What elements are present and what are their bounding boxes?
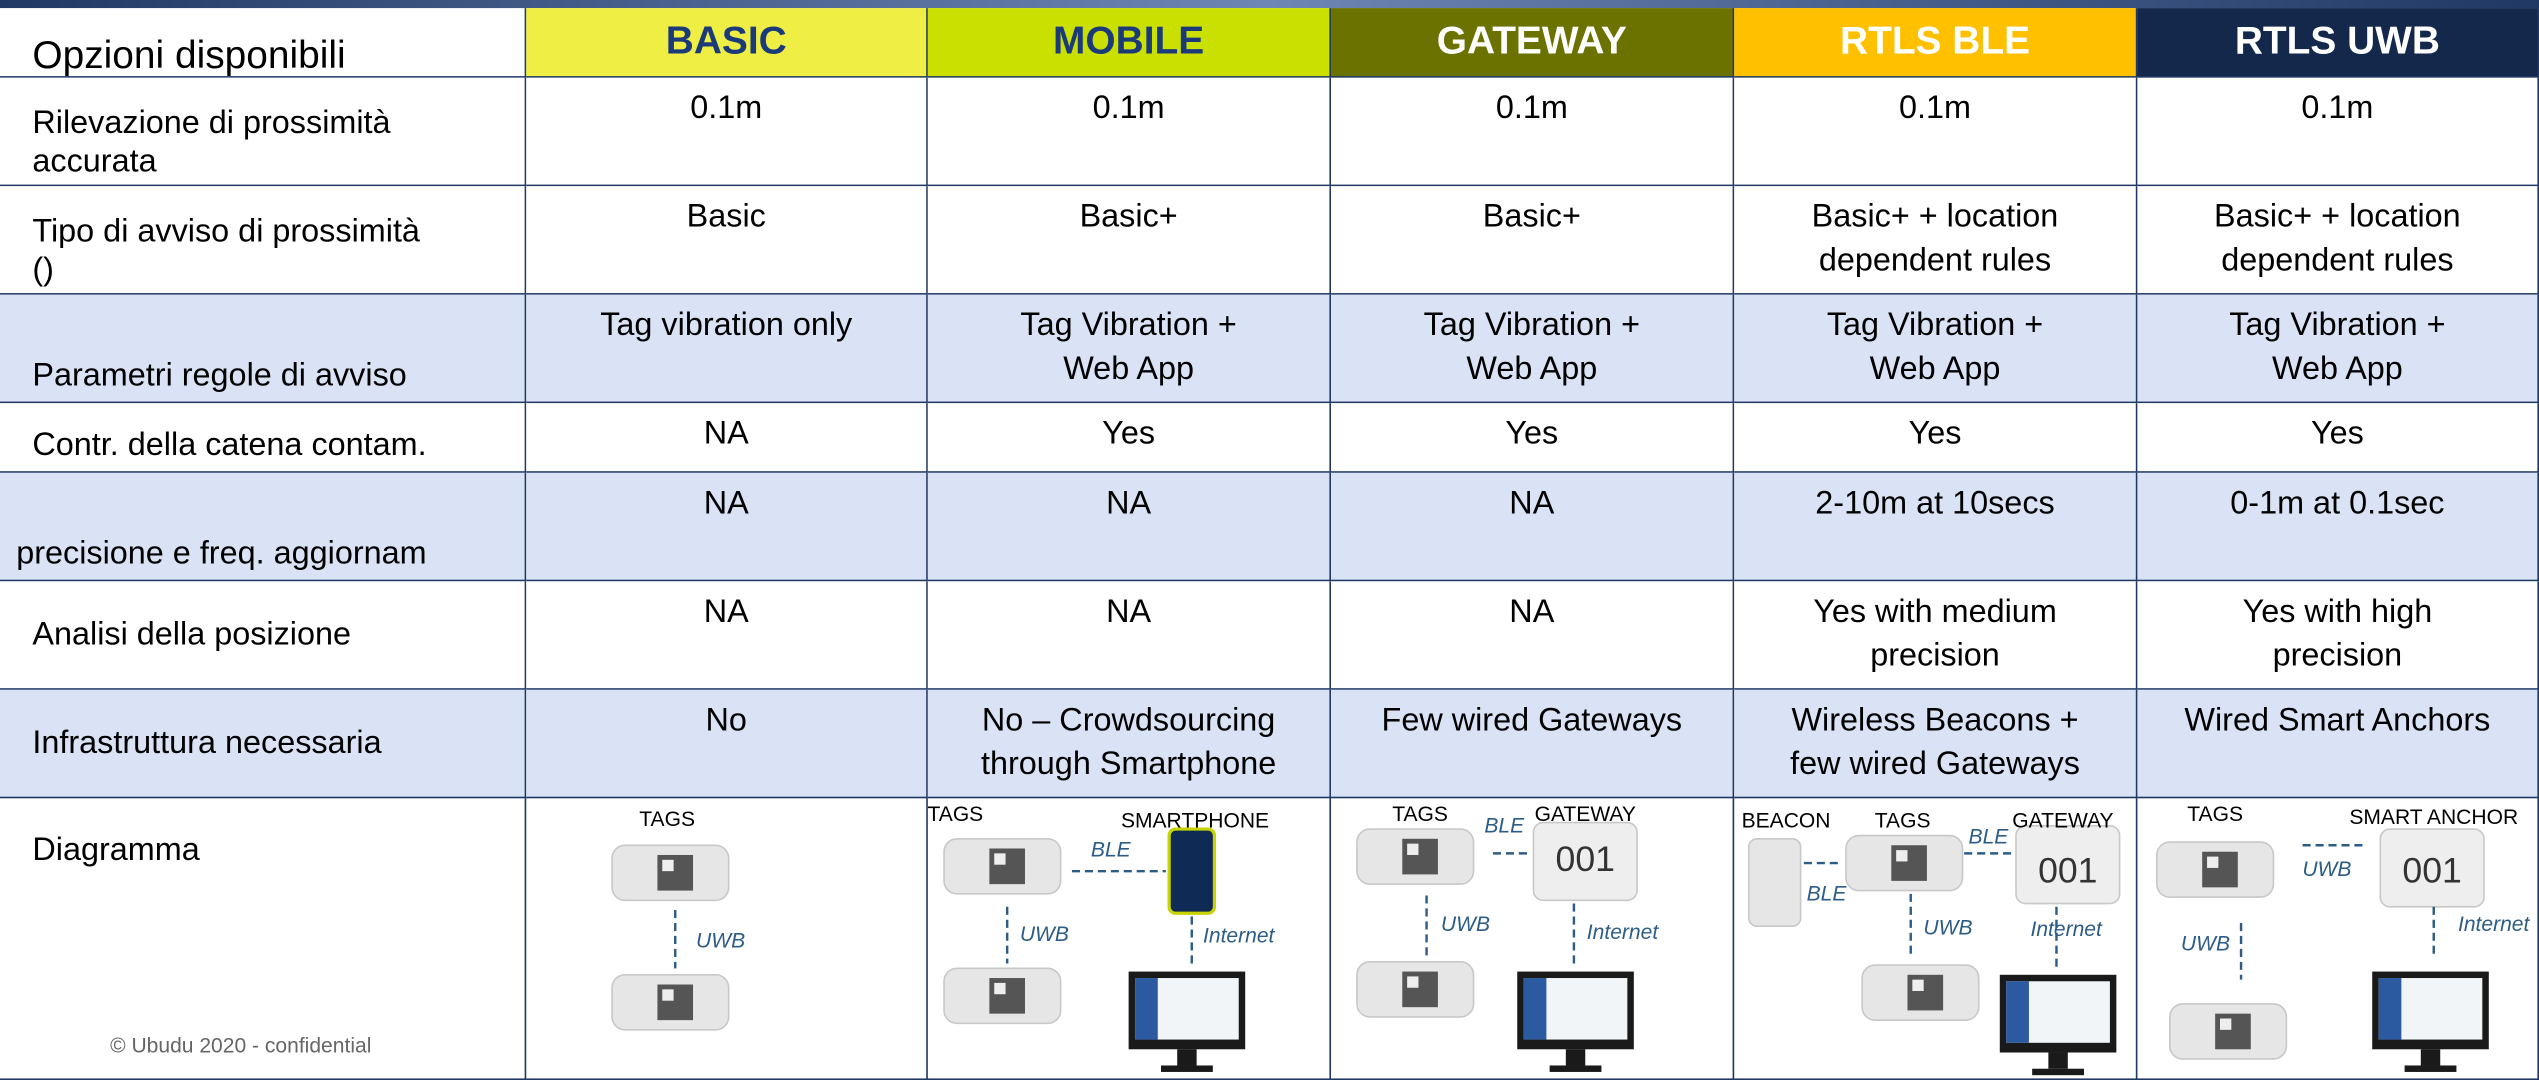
- diagram-cell: [526, 798, 928, 1080]
- row-label: Parametri regole di avviso: [0, 294, 527, 404]
- value-cell: Yes with medium precision: [1734, 581, 2138, 690]
- value-cell: Basic: [526, 186, 928, 295]
- footer: © Ubudu 2020 - confidential: [110, 1033, 372, 1058]
- value-cell: Yes: [2137, 403, 2539, 473]
- value-cell: No – Crowdsourcing through Smartphone: [927, 689, 1332, 799]
- value-cell: 0.1m: [927, 77, 1332, 187]
- value-cell: NA: [526, 581, 928, 690]
- value-cell: Few wired Gateways: [1331, 689, 1735, 799]
- value-cell: Basic+ + location dependent rules: [1734, 186, 2138, 295]
- diagram-cell: [927, 798, 1332, 1080]
- value-cell: Tag Vibration + Web App: [1331, 294, 1735, 404]
- header-cell: GATEWAY: [1331, 8, 1735, 78]
- value-cell: NA: [526, 472, 928, 582]
- row-label: Tipo di avviso di prossimità (): [0, 186, 527, 295]
- value-cell: No: [526, 689, 928, 799]
- diagram-cell: [1734, 798, 2138, 1080]
- value-cell: NA: [927, 472, 1332, 582]
- value-cell: 0.1m: [526, 77, 928, 187]
- value-cell: Tag vibration only: [526, 294, 928, 404]
- value-cell: Tag Vibration + Web App: [2137, 294, 2539, 404]
- value-cell: Yes: [1734, 403, 2138, 473]
- value-cell: NA: [927, 581, 1332, 690]
- value-cell: Wired Smart Anchors: [2137, 689, 2539, 799]
- value-cell: Tag Vibration + Web App: [927, 294, 1332, 404]
- value-cell: Yes with high precision: [2137, 581, 2539, 690]
- value-cell: Yes: [927, 403, 1332, 473]
- diagram-cell: [1331, 798, 1735, 1080]
- row-label: Infrastruttura necessaria: [0, 689, 527, 799]
- header-cell: RTLS BLE: [1734, 8, 2138, 78]
- value-cell: NA: [1331, 472, 1735, 582]
- value-cell: 0-1m at 0.1sec: [2137, 472, 2539, 582]
- value-cell: Basic+: [927, 186, 1332, 295]
- row-label: precisione e freq. aggiornam: [0, 472, 527, 582]
- value-cell: Basic+ + location dependent rules: [2137, 186, 2539, 295]
- header-cell: MOBILE: [927, 8, 1332, 78]
- value-cell: NA: [526, 403, 928, 473]
- value-cell: 2-10m at 10secs: [1734, 472, 2138, 582]
- diagram-cell: [2137, 798, 2539, 1080]
- row-label: Diagramma: [0, 798, 527, 1080]
- value-cell: 0.1m: [1734, 77, 2138, 187]
- row-label: Rilevazione di prossimità accurata: [0, 77, 527, 187]
- row-label: Contr. della catena contam.: [0, 403, 527, 473]
- value-cell: NA: [1331, 581, 1735, 690]
- value-cell: 0.1m: [2137, 77, 2539, 187]
- value-cell: 0.1m: [1331, 77, 1735, 187]
- header-cell: BASIC: [526, 8, 928, 78]
- row-label: Analisi della posizione: [0, 581, 527, 690]
- header-cell: RTLS UWB: [2137, 8, 2539, 78]
- value-cell: Basic+: [1331, 186, 1735, 295]
- value-cell: Wireless Beacons + few wired Gateways: [1734, 689, 2138, 799]
- value-cell: Tag Vibration + Web App: [1734, 294, 2138, 404]
- top-bar: [0, 0, 2539, 9]
- header-label: Opzioni disponibili: [0, 8, 527, 78]
- value-cell: Yes: [1331, 403, 1735, 473]
